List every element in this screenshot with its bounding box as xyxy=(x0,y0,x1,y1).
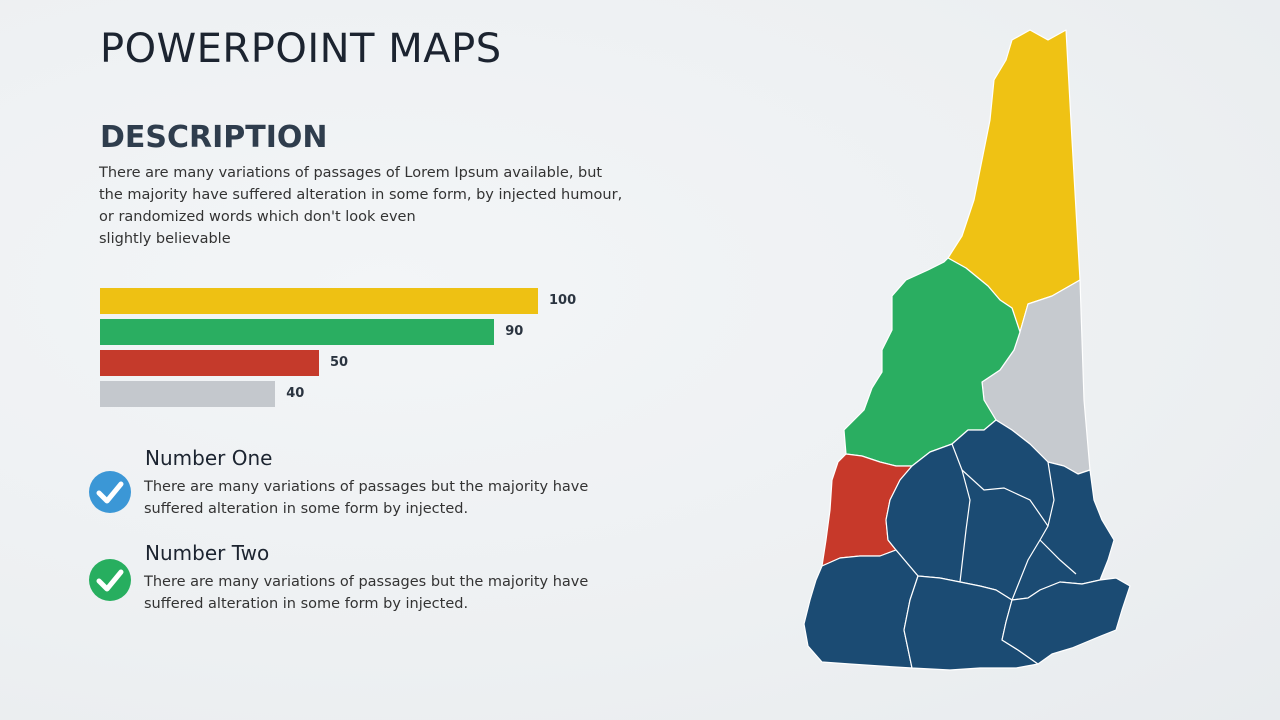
description-body: There are many variations of passages of… xyxy=(99,162,639,250)
map-region-southeast xyxy=(1001,577,1131,665)
description-line: There are many variations of passages of… xyxy=(99,165,603,181)
map-region-south-west xyxy=(803,549,919,669)
description-heading: DESCRIPTION xyxy=(100,120,328,155)
description-line: slightly believable xyxy=(99,231,231,247)
description-line: or randomized words which don't look eve… xyxy=(99,209,416,225)
item-body-line: There are many variations of passages bu… xyxy=(144,574,589,590)
item-body: There are many variations of passages bu… xyxy=(144,476,614,520)
description-line: the majority have suffered alteration in… xyxy=(99,187,623,203)
bar-value-label: 50 xyxy=(330,355,349,370)
bar xyxy=(100,350,319,376)
map-border-line xyxy=(1039,539,1077,575)
map-border-line xyxy=(959,469,971,583)
bar xyxy=(100,381,276,407)
bar-value-label: 40 xyxy=(286,386,305,401)
slide-title: POWERPOINT MAPS xyxy=(100,26,502,72)
bar-value-label: 100 xyxy=(549,293,577,308)
bar xyxy=(100,319,495,345)
item-body-line: suffered alteration in some form by inje… xyxy=(144,596,469,612)
map-border-line xyxy=(1047,461,1055,527)
item-body-line: suffered alteration in some form by inje… xyxy=(144,501,469,517)
check-circle-icon xyxy=(88,558,132,602)
state-map xyxy=(803,29,1131,671)
item-heading: Number One xyxy=(145,446,273,470)
bar xyxy=(100,288,538,314)
check-circle-icon xyxy=(88,470,132,514)
bar-value-label: 90 xyxy=(505,324,524,339)
item-body: There are many variations of passages bu… xyxy=(144,571,614,615)
item-heading: Number Two xyxy=(145,541,270,565)
item-body-line: There are many variations of passages bu… xyxy=(144,479,589,495)
map-border-line xyxy=(951,443,1049,601)
